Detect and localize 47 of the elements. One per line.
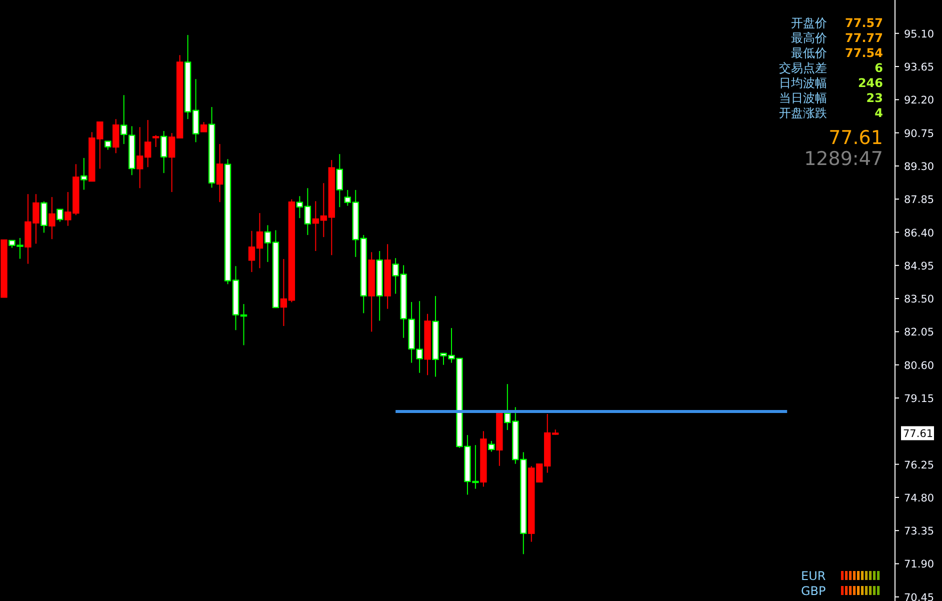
candlestick [216, 144, 224, 203]
annotation: 6 [874, 61, 883, 75]
annotation: 77.77 [845, 31, 883, 45]
y-tick-label: 83.50 [904, 294, 934, 306]
annotation: 交易点差 [779, 61, 827, 75]
annotation: 当日波幅 [779, 91, 827, 105]
annotation: 1289:47 [804, 148, 883, 170]
y-tick-label: 80.60 [904, 360, 934, 372]
annotation: GBP [801, 584, 826, 598]
annotation: 77.57 [845, 16, 883, 30]
candlestick [48, 196, 56, 240]
y-tick-label: 73.35 [904, 526, 934, 538]
y-tick-label: 86.40 [904, 227, 934, 240]
annotation: 日均波幅 [779, 76, 827, 90]
y-tick-label: 70.45 [904, 592, 934, 601]
annotation: EUR [801, 569, 826, 583]
annotation: 246 [858, 76, 883, 90]
candlestick [80, 157, 88, 190]
y-tick-label: 90.75 [904, 128, 934, 140]
y-tick-label: 76.25 [904, 459, 934, 472]
annotation: 4 [874, 106, 883, 120]
y-tick-label: 93.65 [904, 62, 934, 74]
price-tag: 77.61 [901, 426, 934, 440]
candlestick [488, 440, 495, 452]
candlestick [152, 134, 160, 148]
candlestick [40, 200, 48, 234]
annotation: 最高价 [791, 31, 827, 45]
y-tick-label: 84.95 [904, 260, 934, 272]
y-tick-label: 74.80 [904, 492, 934, 504]
y-tick-label: 92.20 [904, 94, 934, 107]
candlestick [200, 122, 208, 132]
candlestick [112, 118, 120, 154]
annotation: 开盘价 [791, 16, 827, 30]
candlestick [336, 154, 343, 208]
annotation: 77.61 [828, 127, 883, 149]
annotation: 77.54 [845, 46, 883, 60]
annotation: 最低价 [791, 46, 827, 60]
y-tick-label: 95.10 [904, 28, 934, 40]
y-tick-label: 79.15 [904, 393, 934, 405]
annotation: 开盘涨跌 [779, 106, 827, 120]
y-tick-label: 71.90 [904, 558, 934, 571]
candlestick [56, 208, 64, 222]
y-tick-label: 87.85 [904, 194, 934, 206]
y-tick-label: 82.05 [904, 326, 934, 339]
candlestick [160, 130, 168, 174]
annotation: 23 [866, 91, 883, 105]
y-tick-label: 89.30 [904, 160, 934, 173]
